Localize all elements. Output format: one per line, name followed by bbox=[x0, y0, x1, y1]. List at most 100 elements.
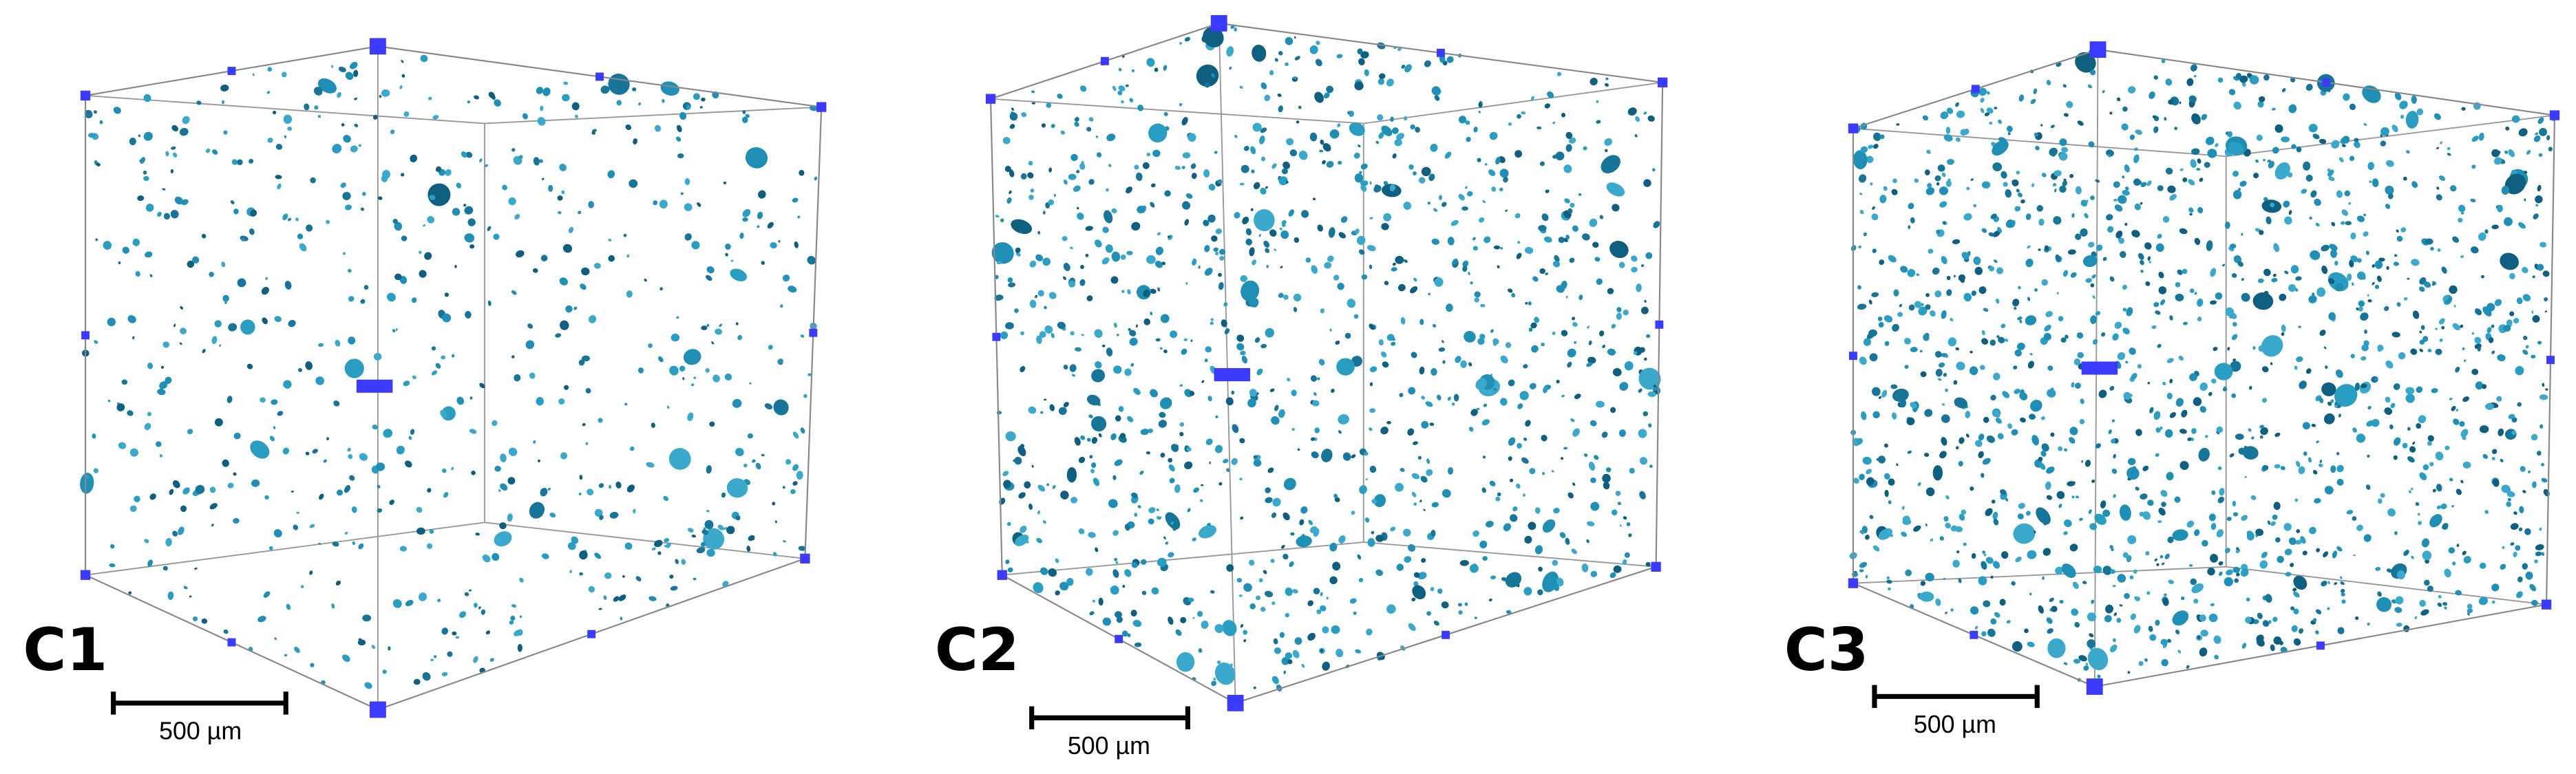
pore bbox=[1218, 272, 1222, 277]
pore bbox=[2027, 245, 2031, 249]
pore bbox=[2232, 358, 2237, 362]
pore bbox=[2000, 551, 2009, 559]
pore bbox=[1147, 428, 1154, 433]
pore bbox=[2208, 613, 2218, 623]
pore bbox=[1523, 364, 1528, 369]
pore bbox=[1020, 366, 1026, 372]
pore bbox=[598, 608, 602, 610]
pore bbox=[1907, 450, 1912, 454]
pore bbox=[1391, 127, 1399, 134]
pore bbox=[1468, 362, 1472, 367]
pore bbox=[746, 546, 751, 552]
pore bbox=[659, 200, 668, 209]
pore bbox=[410, 429, 415, 435]
cube-edge bbox=[85, 94, 485, 125]
pore bbox=[2232, 567, 2240, 573]
pore bbox=[2504, 150, 2509, 154]
pore bbox=[1950, 608, 1954, 612]
pore bbox=[2542, 270, 2550, 277]
pore bbox=[1240, 275, 1248, 283]
pore bbox=[1606, 182, 1625, 197]
pore bbox=[1472, 246, 1478, 251]
pore bbox=[792, 431, 799, 439]
pore bbox=[1954, 526, 1963, 533]
pore bbox=[2538, 153, 2543, 157]
pore bbox=[1126, 186, 1132, 194]
pore bbox=[1168, 616, 1174, 625]
pore bbox=[2079, 419, 2084, 424]
pore bbox=[1205, 346, 1212, 353]
pore bbox=[358, 543, 364, 550]
pore bbox=[1512, 506, 1518, 512]
pore bbox=[1477, 338, 1485, 345]
pore bbox=[451, 466, 454, 471]
pore bbox=[1978, 576, 1987, 585]
pore bbox=[2533, 135, 2541, 142]
pore bbox=[1408, 164, 1414, 170]
pore bbox=[1355, 649, 1362, 654]
pore bbox=[2012, 641, 2023, 652]
pore bbox=[2127, 535, 2137, 544]
pore bbox=[1991, 499, 1996, 504]
pore bbox=[422, 672, 431, 681]
pore bbox=[1982, 458, 1991, 465]
pore bbox=[1413, 581, 1419, 587]
pore bbox=[1073, 185, 1081, 192]
pore bbox=[2002, 391, 2009, 398]
pore bbox=[2298, 325, 2301, 328]
pore bbox=[2239, 75, 2248, 83]
pore bbox=[2328, 312, 2336, 321]
pore bbox=[1572, 316, 1575, 321]
pore bbox=[540, 255, 548, 261]
pore bbox=[2070, 272, 2077, 278]
pore bbox=[1349, 110, 1354, 117]
pore bbox=[1315, 58, 1322, 67]
pore bbox=[1424, 173, 1428, 176]
pore bbox=[2061, 147, 2069, 153]
pore bbox=[2233, 255, 2242, 264]
pore bbox=[1204, 82, 1210, 88]
pore bbox=[2452, 323, 2460, 331]
pore bbox=[807, 373, 812, 376]
pore bbox=[1519, 391, 1529, 400]
pore bbox=[511, 148, 516, 152]
pore bbox=[1497, 492, 1501, 497]
pore bbox=[1955, 102, 1959, 107]
pore bbox=[1411, 352, 1417, 358]
pore bbox=[604, 572, 612, 579]
pore bbox=[2030, 98, 2036, 105]
pore bbox=[1572, 428, 1581, 437]
pore bbox=[536, 397, 544, 406]
pore bbox=[2213, 635, 2221, 644]
pore bbox=[2541, 462, 2544, 466]
pore bbox=[2458, 204, 2466, 213]
pore bbox=[2109, 385, 2115, 391]
pore bbox=[2394, 254, 2398, 257]
pore bbox=[1157, 515, 1159, 519]
pore bbox=[2284, 270, 2289, 275]
pore bbox=[1265, 248, 1270, 253]
pore bbox=[2038, 218, 2045, 226]
pore bbox=[1108, 499, 1118, 508]
pore bbox=[1401, 64, 1406, 69]
pore bbox=[569, 570, 572, 574]
pore bbox=[2025, 510, 2031, 516]
pore bbox=[2063, 448, 2068, 452]
pore bbox=[1970, 178, 1974, 181]
pore bbox=[2014, 350, 2022, 357]
pore bbox=[2211, 378, 2217, 384]
pore bbox=[2532, 481, 2537, 488]
pore bbox=[1040, 411, 1044, 414]
pore bbox=[1430, 143, 1438, 152]
pore bbox=[2356, 258, 2362, 263]
pore bbox=[1638, 367, 1661, 390]
pore bbox=[1329, 129, 1340, 139]
pore bbox=[2438, 175, 2446, 181]
pore bbox=[2137, 252, 2144, 260]
pore bbox=[2482, 306, 2492, 316]
pore bbox=[696, 547, 706, 554]
pore bbox=[2109, 276, 2115, 282]
pore bbox=[1954, 397, 1967, 409]
pore bbox=[1565, 144, 1572, 152]
pore bbox=[189, 595, 192, 598]
